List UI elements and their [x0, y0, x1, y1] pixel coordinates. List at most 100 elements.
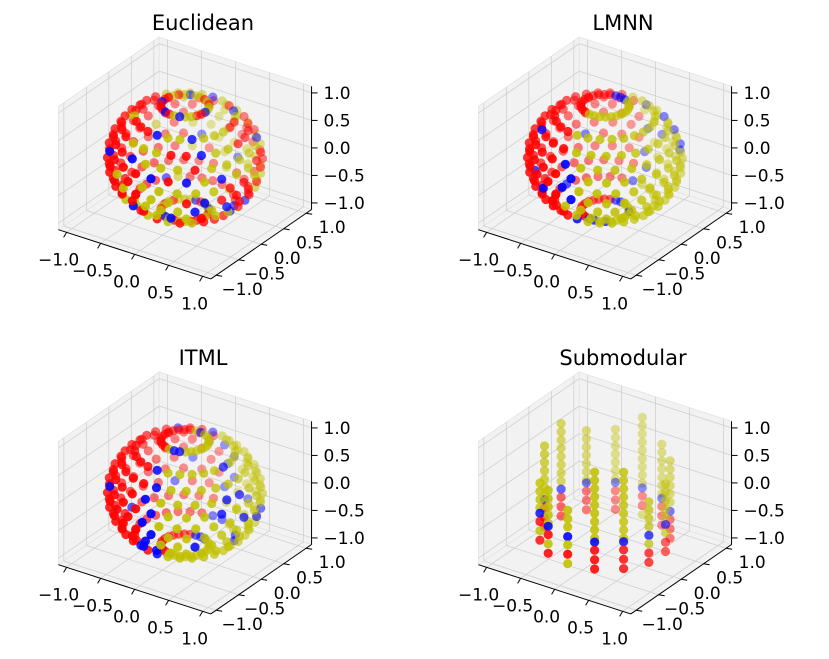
- data-point-red: [634, 111, 644, 121]
- data-point-blue: [560, 159, 571, 169]
- data-point-red: [111, 140, 121, 150]
- grid-line: [478, 405, 580, 476]
- data-point-red: [529, 155, 540, 165]
- x-tick: [619, 276, 624, 282]
- z-tick-label: −0.5: [324, 166, 365, 186]
- y-tick: [306, 547, 313, 550]
- grid-line: [58, 378, 160, 449]
- data-point-yellow: [214, 111, 224, 121]
- data-point-yellow: [638, 127, 648, 137]
- grid-line: [159, 378, 312, 429]
- data-point-yellow: [556, 418, 566, 429]
- data-point-yellow: [156, 205, 166, 215]
- data-point-yellow: [660, 479, 671, 489]
- data-point-yellow: [234, 155, 245, 165]
- data-point-yellow: [139, 144, 149, 154]
- y-tick: [703, 563, 710, 566]
- data-point-red: [225, 122, 235, 132]
- z-tick-label: 1.0: [744, 84, 771, 104]
- data-point-yellow: [670, 140, 680, 151]
- data-point-yellow: [581, 442, 592, 452]
- data-point-yellow: [539, 466, 550, 476]
- chart-title: LMNN: [592, 11, 653, 35]
- data-point-yellow: [651, 169, 662, 179]
- data-point-yellow: [583, 198, 593, 208]
- x-tick-label: −0.5: [492, 261, 533, 281]
- y-tick-label: −0.5: [664, 265, 705, 285]
- data-point-yellow: [112, 169, 122, 179]
- data-point-red: [626, 119, 636, 129]
- data-point-red: [196, 213, 206, 223]
- data-point-yellow: [619, 517, 629, 527]
- data-point-red: [105, 496, 115, 506]
- x-tick-label: 0.0: [533, 272, 560, 292]
- data-point-red: [563, 111, 573, 121]
- data-point-red: [525, 146, 535, 156]
- y-tick-label: −0.5: [244, 600, 285, 620]
- data-point-yellow: [581, 434, 592, 444]
- data-point-red: [243, 184, 253, 194]
- y-tick-label: 0.0: [274, 584, 301, 604]
- y-tick-label: 0.0: [694, 249, 721, 269]
- data-point-yellow: [620, 177, 630, 187]
- data-point-red: [547, 154, 557, 164]
- data-point-yellow: [629, 131, 640, 141]
- data-point-red: [120, 446, 130, 456]
- data-point-yellow: [218, 127, 228, 137]
- data-point-yellow: [660, 132, 670, 143]
- data-point-yellow: [207, 163, 217, 174]
- data-point-yellow: [619, 492, 629, 502]
- subplot-lmnn: LMNN−1.0−1.0−1.0−0.5 −0.5−0.50.00.00.00.5…: [458, 11, 785, 314]
- data-point-yellow: [581, 426, 592, 436]
- data-point-red: [143, 461, 153, 472]
- data-point-red: [131, 169, 141, 179]
- data-point-yellow: [543, 494, 553, 504]
- data-point-red: [170, 99, 180, 109]
- data-point-blue: [535, 508, 545, 518]
- data-point-yellow: [610, 433, 621, 443]
- data-point-yellow: [610, 449, 621, 459]
- data-point-yellow: [563, 540, 573, 550]
- data-point-yellow: [243, 498, 253, 508]
- chart-title: Euclidean: [152, 11, 254, 35]
- y-tick: [658, 259, 665, 262]
- data-point-yellow: [225, 457, 235, 467]
- z-tick-label: −1.0: [324, 529, 365, 549]
- data-point-red: [131, 190, 141, 200]
- y-tick-label: 1.0: [739, 553, 766, 573]
- data-point-blue: [628, 176, 638, 186]
- data-point-yellow: [593, 207, 603, 217]
- z-tick-label: 0.5: [324, 111, 351, 131]
- x-tick: [551, 254, 556, 260]
- data-point-yellow: [175, 134, 185, 145]
- x-tick: [199, 276, 204, 282]
- data-point-red: [571, 119, 581, 129]
- y-axis-line: [210, 209, 312, 280]
- data-point-yellow: [665, 472, 675, 482]
- x-tick: [63, 232, 68, 238]
- data-point-red: [151, 427, 161, 437]
- data-point-yellow: [181, 486, 191, 496]
- data-point-yellow: [556, 427, 566, 437]
- z-tick-label: 0.0: [324, 139, 351, 159]
- y-tick: [238, 594, 245, 597]
- data-point-yellow: [669, 170, 679, 180]
- data-point-red: [541, 132, 551, 142]
- data-point-yellow: [151, 148, 162, 158]
- data-point-blue: [200, 198, 210, 208]
- data-point-blue: [187, 134, 197, 145]
- data-point-red: [109, 155, 119, 165]
- data-point-yellow: [572, 130, 582, 140]
- z-tick-label: 1.0: [744, 419, 771, 439]
- grid-line: [588, 530, 690, 601]
- data-point-yellow: [233, 474, 243, 484]
- data-point-red: [243, 126, 253, 136]
- data-point-yellow: [220, 105, 230, 115]
- data-point-yellow: [590, 467, 600, 477]
- data-point-yellow: [637, 445, 647, 455]
- data-point-yellow: [207, 498, 217, 509]
- x-axis-line: [58, 229, 211, 280]
- data-point-yellow: [644, 505, 654, 515]
- z-tick-label: 0.5: [744, 446, 771, 466]
- data-point-yellow: [163, 533, 173, 543]
